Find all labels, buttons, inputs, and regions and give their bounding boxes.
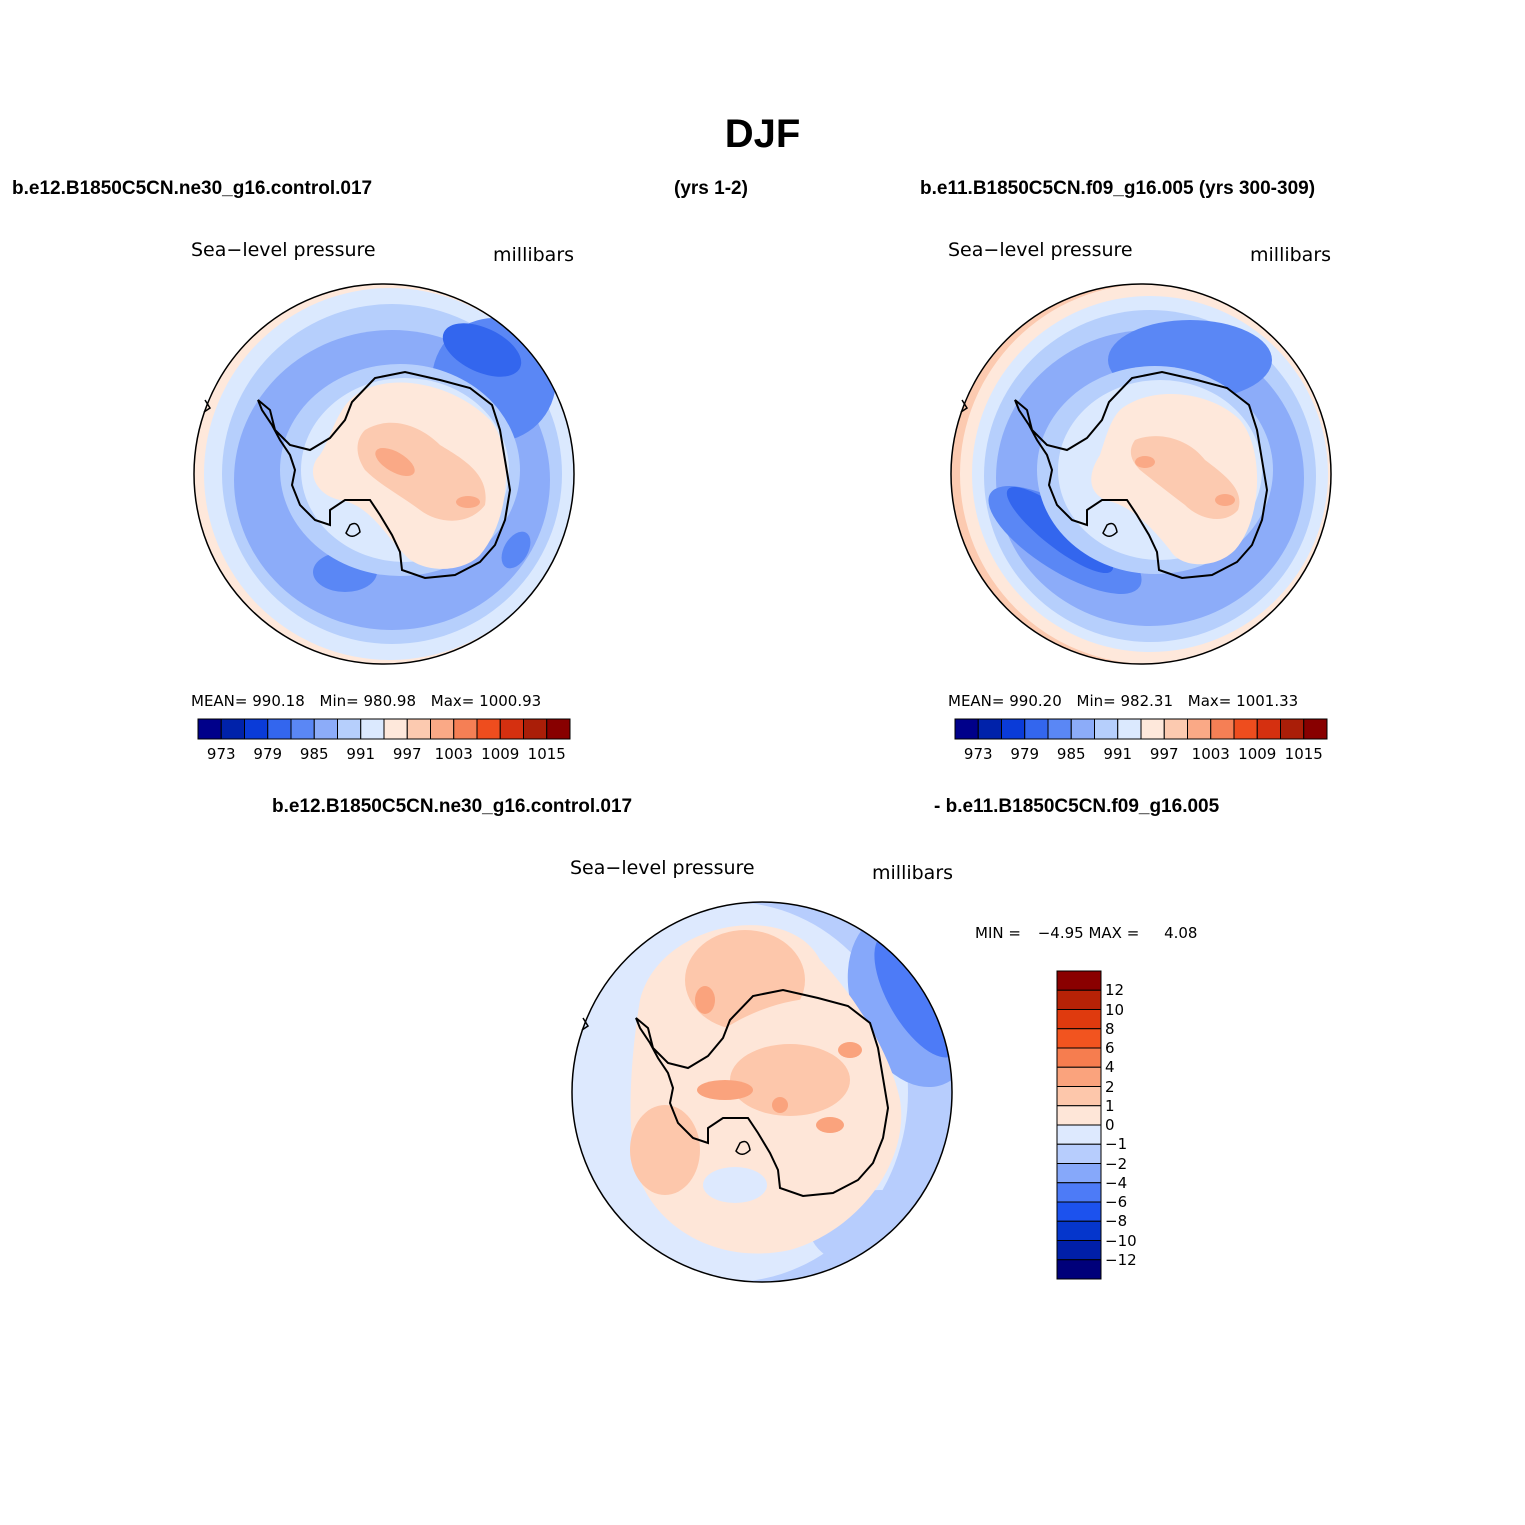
colorbar-box bbox=[1056, 1240, 1102, 1261]
panel2-variable-label: Sea−level pressure bbox=[948, 239, 1133, 261]
panel1-units-label: millibars bbox=[493, 244, 575, 266]
colorbar-box bbox=[1056, 1028, 1102, 1049]
panel1-mean-value: 990.18 bbox=[252, 692, 305, 710]
diff-stats: MIN = −4.95 MAX = 4.08 bbox=[975, 924, 1197, 942]
colorbar-tick-label: 979 bbox=[1010, 745, 1040, 763]
panel2-units-label: millibars bbox=[1250, 244, 1332, 266]
colorbar-box bbox=[1303, 718, 1328, 740]
diff-case-a-label: b.e12.B1850C5CN.ne30_g16.control.017 bbox=[272, 796, 633, 817]
colorbar-tick-label: 12 bbox=[1105, 981, 1125, 1000]
page-title: DJF bbox=[724, 112, 801, 156]
colorbar-tick-label: 1015 bbox=[1284, 745, 1323, 763]
colorbar-tick-label: −12 bbox=[1105, 1250, 1137, 1269]
diff-map-boundary bbox=[571, 901, 953, 1283]
panel2-colorbar bbox=[954, 718, 1328, 740]
colorbar-tick-label: −2 bbox=[1105, 1154, 1128, 1173]
coastline bbox=[635, 988, 890, 1198]
colorbar-tick-label: 985 bbox=[299, 745, 329, 763]
panel1-stats: MEAN= 990.18 Min= 980.98 Max= 1000.93 bbox=[191, 692, 541, 710]
diff-colorbar-ticks: 12 10 8 6 4 2 1 0 −1 −2 −4 −6 −8 −10 −12 bbox=[1105, 971, 1165, 1279]
colorbar-tick-label: 973 bbox=[206, 745, 236, 763]
panel2-map-boundary bbox=[950, 283, 1332, 665]
panel2-max-label: Max= bbox=[1187, 692, 1232, 710]
colorbar-box bbox=[1056, 1182, 1102, 1203]
panel2-max-value: 1001.33 bbox=[1236, 692, 1299, 710]
colorbar-tick-label: 1003 bbox=[1191, 745, 1230, 763]
panel1-variable-label: Sea−level pressure bbox=[191, 239, 376, 261]
colorbar-tick-label: 0 bbox=[1105, 1116, 1115, 1134]
colorbar-tick-label: 2 bbox=[1105, 1077, 1115, 1096]
colorbar-tick-label: 973 bbox=[963, 745, 993, 763]
panel2-stats: MEAN= 990.20 Min= 982.31 Max= 1001.33 bbox=[948, 692, 1298, 710]
colorbar-tick-label: −4 bbox=[1105, 1173, 1128, 1192]
case-a-label: b.e12.B1850C5CN.ne30_g16.control.017 bbox=[12, 178, 373, 199]
colorbar-tick-label: 10 bbox=[1105, 1000, 1125, 1019]
colorbar-tick-label: 6 bbox=[1105, 1039, 1115, 1057]
colorbar-tick-label: 1009 bbox=[1238, 745, 1277, 763]
panel2-mean-value: 990.20 bbox=[1009, 692, 1062, 710]
colorbar-box bbox=[1056, 1220, 1102, 1241]
colorbar-box bbox=[546, 718, 571, 740]
colorbar-box bbox=[1056, 989, 1102, 1010]
colorbar-box bbox=[1056, 1086, 1102, 1107]
colorbar-tick-label: 8 bbox=[1105, 1019, 1115, 1038]
colorbar-tick-label: 1015 bbox=[527, 745, 566, 763]
panel2-colorbar-ticks: 973 979 985 991 997 1003 1009 1015 bbox=[955, 745, 1327, 765]
colorbar-tick-label: −10 bbox=[1105, 1231, 1137, 1250]
diff-case-b-label: - b.e11.B1850C5CN.f09_g16.005 bbox=[934, 796, 1220, 817]
diff-max-value: 4.08 bbox=[1164, 924, 1198, 942]
colorbar-box bbox=[1056, 1163, 1102, 1184]
colorbar-box bbox=[1056, 1143, 1102, 1164]
colorbar-tick-label: 991 bbox=[346, 745, 376, 763]
diff-variable-label: Sea−level pressure bbox=[570, 857, 755, 879]
colorbar-tick-label: 991 bbox=[1103, 745, 1133, 763]
panel1-mean-label: MEAN= bbox=[191, 692, 248, 710]
panel1-colorbar-ticks: 973 979 985 991 997 1003 1009 1015 bbox=[198, 745, 570, 765]
colorbar-box bbox=[1056, 1105, 1102, 1126]
colorbar-tick-label: 985 bbox=[1056, 745, 1086, 763]
colorbar-tick-label: −1 bbox=[1105, 1135, 1128, 1154]
colorbar-tick-label: 4 bbox=[1105, 1058, 1115, 1077]
colorbar-box bbox=[1056, 1259, 1102, 1280]
colorbar-box bbox=[1056, 970, 1102, 991]
colorbar-tick-label: 1003 bbox=[434, 745, 473, 763]
case-a-years: (yrs 1-2) bbox=[674, 178, 748, 199]
colorbar-tick-label: −6 bbox=[1105, 1193, 1128, 1211]
panel2-mean-label: MEAN= bbox=[948, 692, 1005, 710]
panel2-min-value: 982.31 bbox=[1120, 692, 1174, 710]
colorbar-box bbox=[1056, 1009, 1102, 1030]
colorbar-box bbox=[1056, 1201, 1102, 1222]
panel2-min-label: Min= bbox=[1076, 692, 1116, 710]
colorbar-box bbox=[1056, 1047, 1102, 1068]
panel1-max-label: Max= bbox=[430, 692, 475, 710]
panel1-colorbar bbox=[197, 718, 571, 740]
colorbar-tick-label: 1 bbox=[1105, 1096, 1115, 1115]
diff-units-label: millibars bbox=[872, 862, 954, 884]
case-b-label: b.e11.B1850C5CN.f09_g16.005 (yrs 300-309… bbox=[920, 178, 1316, 199]
colorbar-tick-label: 997 bbox=[1149, 745, 1179, 763]
diff-min-value: −4.95 bbox=[1037, 924, 1084, 942]
colorbar-tick-label: −8 bbox=[1105, 1212, 1128, 1231]
colorbar-tick-label: 979 bbox=[253, 745, 283, 763]
panel1-min-value: 980.98 bbox=[363, 692, 417, 710]
diff-max-label: MAX = bbox=[1088, 924, 1140, 942]
diff-colorbar bbox=[1056, 970, 1102, 1280]
colorbar-box bbox=[1056, 1124, 1102, 1145]
colorbar-tick-label: 997 bbox=[392, 745, 422, 763]
panel1-map-boundary bbox=[193, 283, 575, 665]
diff-min-label: MIN = bbox=[975, 924, 1021, 942]
colorbar-box bbox=[1056, 1066, 1102, 1087]
colorbar-tick-label: 1009 bbox=[481, 745, 520, 763]
coastline bbox=[257, 370, 512, 580]
coastline bbox=[1014, 370, 1269, 580]
panel1-max-value: 1000.93 bbox=[479, 692, 542, 710]
panel1-min-label: Min= bbox=[319, 692, 359, 710]
